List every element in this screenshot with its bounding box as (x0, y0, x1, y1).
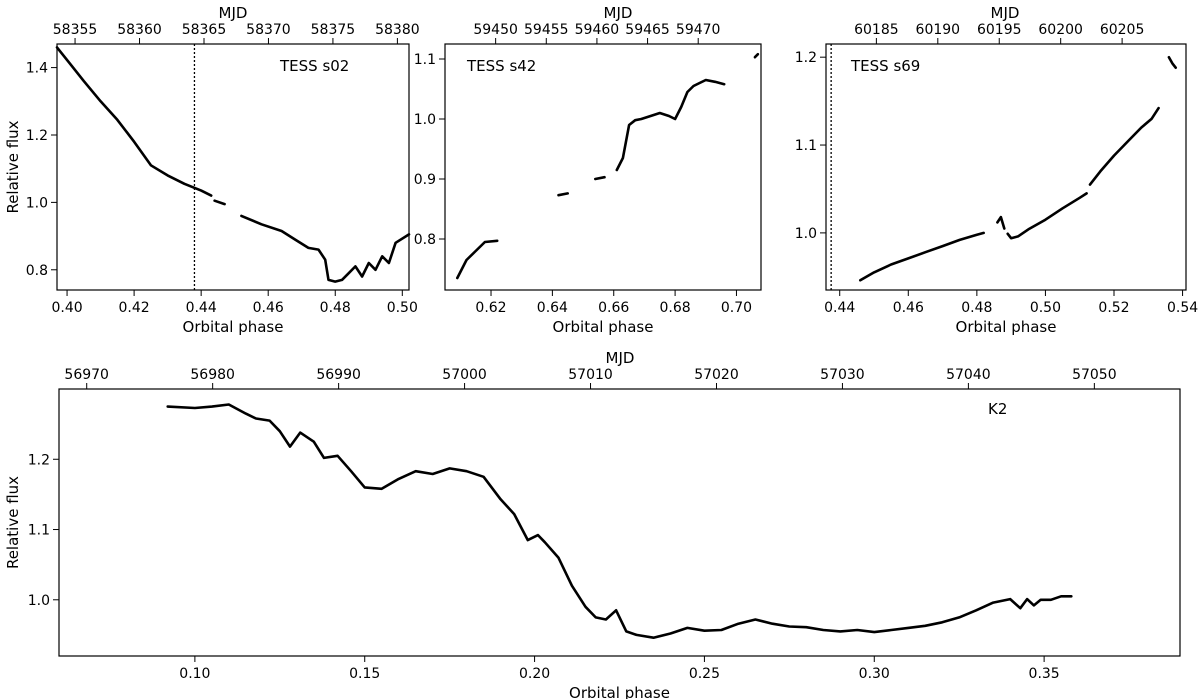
x-axis-label: Orbital phase (553, 318, 654, 336)
top-tick-label: 58365 (182, 22, 227, 38)
top-axis-label: MJD (606, 349, 635, 367)
flux-curve-segment (996, 215, 1006, 230)
top-tick-label: 60205 (1100, 22, 1145, 38)
top-tick-label: 60185 (854, 22, 899, 38)
y-tick-label: 1.4 (26, 61, 48, 77)
x-axis-label: Orbital phase (183, 318, 284, 336)
x-tick-label: 0.50 (1030, 300, 1061, 316)
top-tick-label: 59470 (676, 22, 721, 38)
y-tick-label: 1.0 (28, 593, 50, 609)
flux-curve-segment (1088, 106, 1160, 186)
top-tick-label: 57010 (568, 367, 613, 383)
y-tick-label: 1.0 (26, 195, 48, 211)
y-axis-label: Relative flux (4, 120, 22, 213)
x-tick-label: 0.68 (660, 300, 691, 316)
y-tick-label: 0.8 (26, 263, 48, 279)
plot-frame (56, 43, 410, 291)
panel-k2: 0.10 0.15 0.20 0.25 0.30 0.35 1.0 1.1 1.2 56970 56… (4, 349, 1181, 699)
top-tick-label: 57040 (946, 367, 991, 383)
flux-curve-segment (594, 175, 606, 181)
x-tick-label: 0.30 (859, 666, 890, 682)
y-tick-label: 1.1 (414, 52, 436, 68)
flux-curve-segment (1167, 55, 1177, 69)
panel-tess-s42: 0.62 0.64 0.66 0.68 0.70 0.8 0.9 1.0 1.1 59450 594… (414, 4, 762, 336)
plot-frame (825, 43, 1187, 291)
top-tick-label: 57050 (1072, 367, 1117, 383)
top-tick-label: 58370 (246, 22, 291, 38)
y-tick-label: 1.0 (414, 112, 436, 128)
y-tick-label: 1.2 (28, 452, 50, 468)
x-tick-label: 0.46 (253, 300, 284, 316)
x-tick-label: 0.50 (387, 300, 418, 316)
flux-curve-segment (240, 214, 411, 283)
x-tick-label: 0.70 (721, 300, 752, 316)
flux-curve-segment (166, 403, 1073, 639)
x-tick-label: 0.42 (119, 300, 150, 316)
panel-annotation: TESS s42 (466, 57, 536, 75)
x-tick-label: 0.66 (598, 300, 629, 316)
x-tick-label: 0.20 (519, 666, 550, 682)
top-tick-label: 58355 (53, 22, 98, 38)
top-tick-label: 59450 (473, 22, 518, 38)
x-tick-label: 0.62 (475, 300, 506, 316)
top-tick-label: 58375 (311, 22, 356, 38)
flux-curve-segment (859, 231, 985, 282)
x-tick-label: 0.10 (179, 666, 210, 682)
top-axis-label: MJD (604, 4, 633, 22)
y-tick-label: 1.1 (28, 523, 50, 539)
x-tick-label: 0.52 (1098, 300, 1129, 316)
panel-annotation: TESS s69 (850, 57, 920, 75)
y-tick-label: 0.8 (414, 232, 436, 248)
flux-curve-segment (55, 46, 213, 197)
top-tick-label: 56990 (316, 367, 361, 383)
top-tick-label: 57030 (820, 367, 865, 383)
top-tick-label: 59465 (625, 22, 670, 38)
top-tick-label: 59455 (524, 22, 569, 38)
x-tick-label: 0.44 (186, 300, 217, 316)
plot-frame (444, 43, 762, 291)
top-tick-label: 60190 (916, 22, 961, 38)
x-tick-label: 0.48 (961, 300, 992, 316)
y-tick-label: 1.0 (795, 226, 817, 242)
top-tick-label: 57020 (694, 367, 739, 383)
x-tick-label: 0.48 (320, 300, 351, 316)
plot-frame (58, 388, 1181, 657)
y-tick-label: 1.1 (795, 138, 817, 154)
top-tick-label: 60200 (1038, 22, 1083, 38)
top-tick-label: 58360 (117, 22, 162, 38)
panel-tess-s69: 0.44 0.46 0.48 0.50 0.52 0.54 1.0 1.1 1.2 60185 60… (795, 4, 1199, 336)
y-tick-label: 0.9 (414, 172, 436, 188)
flux-curve-segment (615, 78, 726, 172)
top-tick-label: 60195 (977, 22, 1022, 38)
x-tick-label: 0.54 (1167, 300, 1198, 316)
top-tick-label: 59460 (575, 22, 620, 38)
x-tick-label: 0.44 (824, 300, 855, 316)
x-axis-label: Orbital phase (569, 684, 670, 699)
panel-annotation: K2 (988, 400, 1007, 418)
flux-curve-segment (213, 199, 226, 206)
x-tick-label: 0.46 (893, 300, 924, 316)
x-tick-label: 0.35 (1029, 666, 1060, 682)
y-axis-label: Relative flux (4, 476, 22, 569)
flux-curve-segment (557, 192, 569, 197)
panel-annotation: TESS s02 (279, 57, 349, 75)
flux-curve-segment (456, 239, 499, 280)
y-tick-label: 1.2 (795, 50, 817, 66)
top-tick-label: 58380 (375, 22, 420, 38)
top-tick-label: 57000 (442, 367, 487, 383)
panel-tess-s02: 0.40 0.42 0.44 0.46 0.48 0.50 0.8 1.0 1.2 1.4 5835… (4, 4, 420, 336)
top-axis-label: MJD (991, 4, 1020, 22)
x-tick-label: 0.40 (51, 300, 82, 316)
top-axis-label: MJD (219, 4, 248, 22)
top-tick-label: 56970 (64, 367, 109, 383)
x-tick-label: 0.64 (537, 300, 568, 316)
x-axis-label: Orbital phase (956, 318, 1057, 336)
flux-curve-segment (1006, 192, 1088, 240)
top-tick-label: 56980 (190, 367, 235, 383)
flux-curve-segment (753, 52, 760, 59)
x-tick-label: 0.25 (689, 666, 720, 682)
y-tick-label: 1.2 (26, 128, 48, 144)
x-tick-label: 0.15 (349, 666, 380, 682)
